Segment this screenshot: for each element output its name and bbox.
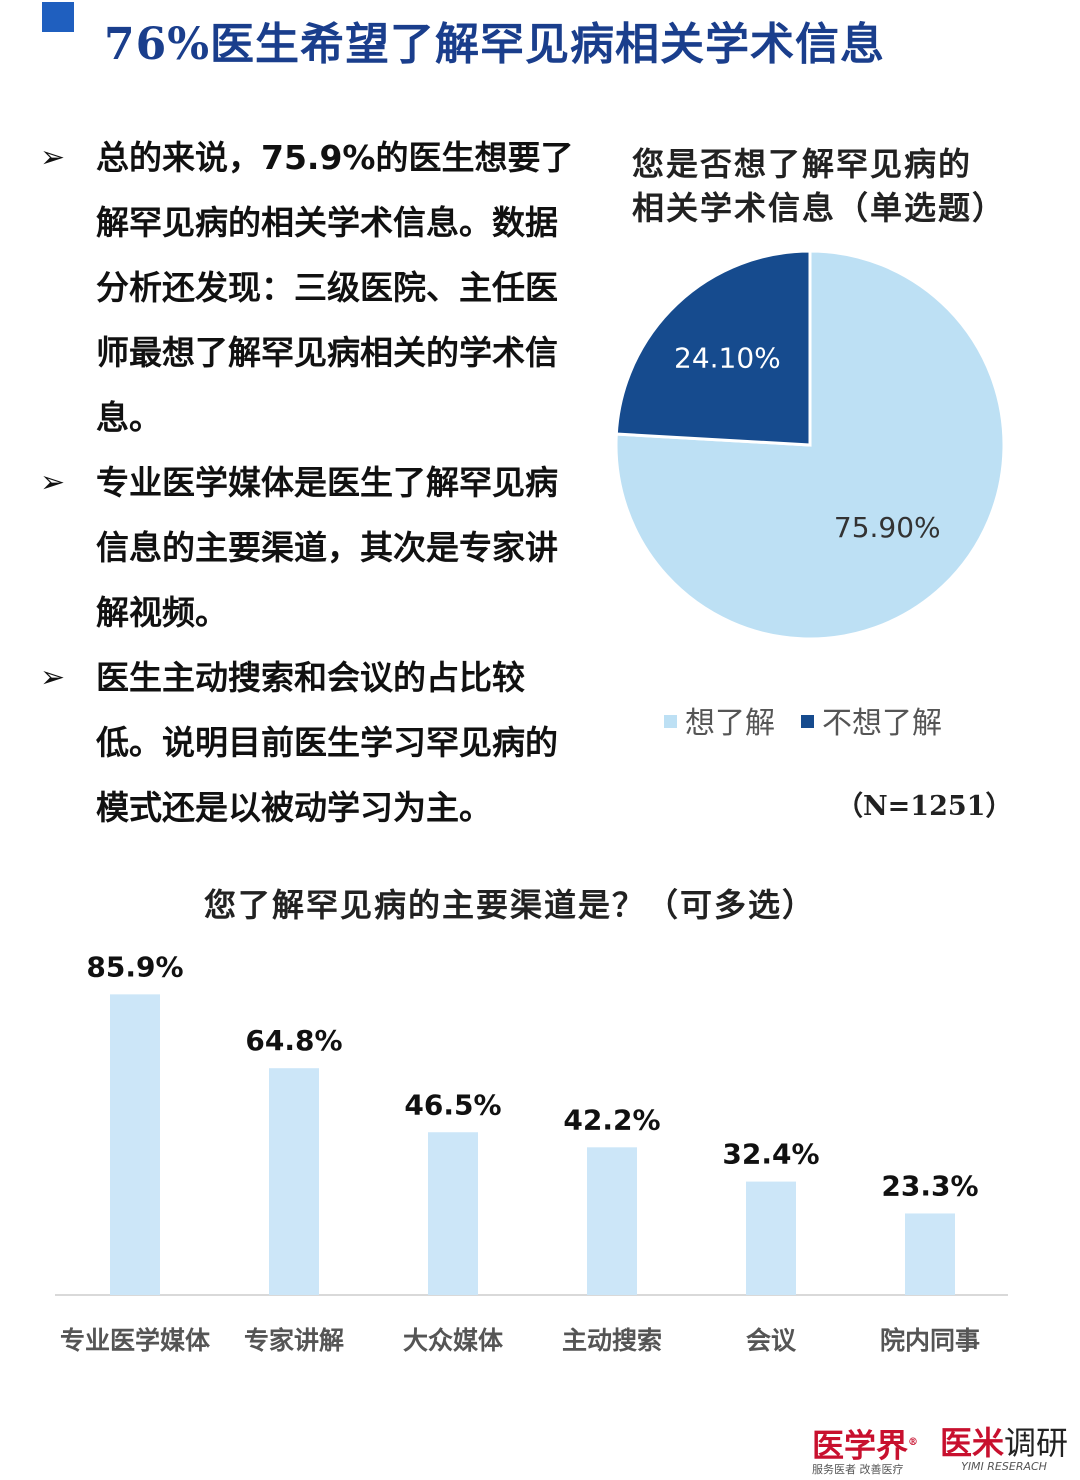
bar: [110, 994, 160, 1295]
bar: [905, 1213, 955, 1295]
bar-category-label: 专家讲解: [244, 1326, 344, 1355]
sample-size-note: （N=1251）: [836, 791, 1013, 822]
bar-value-label: 32.4%: [722, 1138, 819, 1171]
bar-category-label: 大众媒体: [403, 1326, 504, 1355]
pie-slice-2: [614, 249, 812, 447]
pie-slice-label: 24.10%: [674, 342, 781, 375]
bar-chart: 85.9% 专业医学媒体 64.8% 专家讲解 46.5% 大众媒体 42.2% 主动搜索 32…: [55, 950, 1008, 1355]
yixuejie-logo: 医学界® 服务医者 改善医疗: [812, 1426, 918, 1477]
pie-slice-label: 75.90%: [834, 511, 941, 544]
bar: [269, 1068, 319, 1295]
pie-legend: 想了解 不想了解: [664, 698, 968, 742]
legend-label: 不想了解: [822, 706, 942, 741]
title-square-icon: [42, 2, 74, 32]
bar-value-label: 64.8%: [245, 1024, 342, 1057]
bar-category-label: 会议: [746, 1326, 797, 1355]
bar-value-label: 23.3%: [881, 1169, 978, 1202]
logo-2-name-a: 医米: [940, 1424, 1005, 1462]
legend-label: 想了解: [685, 706, 775, 741]
legend-swatch-icon: [664, 715, 677, 728]
legend-item: 不想了解: [801, 706, 942, 741]
bar-category-label: 院内同事: [880, 1326, 980, 1355]
arrow-bullet-icon: ➢: [40, 465, 66, 500]
bullet-item: ➢ 专业医学媒体是医生了解罕见病信息的主要渠道，其次是专家讲解视频。: [40, 450, 580, 645]
bar-chart-title: 您了解罕见病的主要渠道是？（可多选）: [203, 886, 816, 924]
bar: [587, 1147, 637, 1295]
bullet-text: 医生主动搜索和会议的占比较低。说明目前医生学习罕见病的模式还是以被动学习为主。: [96, 658, 558, 827]
bullet-item: ➢ 总的来说，75.9%的医生想要了解罕见病的相关学术信息。数据分析还发现：三级医…: [40, 125, 580, 450]
registered-mark: ®: [908, 1437, 919, 1448]
bar-category-label: 主动搜索: [562, 1326, 662, 1355]
arrow-bullet-icon: ➢: [40, 140, 66, 175]
bar-category-label: 专业医学媒体: [60, 1326, 211, 1355]
logo-2-name-b: 调研: [1004, 1424, 1069, 1462]
bar-value-label: 42.2%: [563, 1103, 660, 1136]
bullet-item: ➢ 医生主动搜索和会议的占比较低。说明目前医生学习罕见病的模式还是以被动学习为主。: [40, 645, 580, 840]
legend-item: 想了解: [664, 706, 775, 741]
pie-title-line-1: 您是否想了解罕见病的: [632, 145, 973, 183]
logo-1-name: 医学界: [812, 1426, 909, 1465]
bullet-text: 专业医学媒体是医生了解罕见病信息的主要渠道，其次是专家讲解视频。: [96, 463, 558, 632]
pie-chart: 75.90% 24.10%: [614, 249, 1006, 641]
logo-2-tagline: YIMI RESERACH: [961, 1460, 1047, 1473]
bar-value-label: 46.5%: [404, 1088, 501, 1121]
bar: [746, 1181, 796, 1295]
pie-slice-1: [614, 249, 1006, 641]
page-title: 76%医生希望了解罕见病相关学术信息: [104, 19, 886, 70]
pie-title-line-2: 相关学术信息（单选题）: [632, 189, 1007, 227]
bar-value-label: 85.9%: [86, 950, 183, 983]
bullet-list: ➢ 总的来说，75.9%的医生想要了解罕见病的相关学术信息。数据分析还发现：三级医…: [40, 125, 580, 840]
pie-chart-title: 您是否想了解罕见病的 相关学术信息（单选题）: [632, 142, 1052, 230]
arrow-bullet-icon: ➢: [40, 660, 66, 695]
bar: [428, 1132, 478, 1295]
bullet-text: 总的来说，75.9%的医生想要了解罕见病的相关学术信息。数据分析还发现：三级医院…: [96, 138, 574, 437]
legend-swatch-icon: [801, 715, 814, 728]
yimi-research-logo: 医米调研 YIMI RESERACH: [940, 1426, 1068, 1474]
logo-1-tagline: 服务医者 改善医疗: [812, 1462, 904, 1476]
